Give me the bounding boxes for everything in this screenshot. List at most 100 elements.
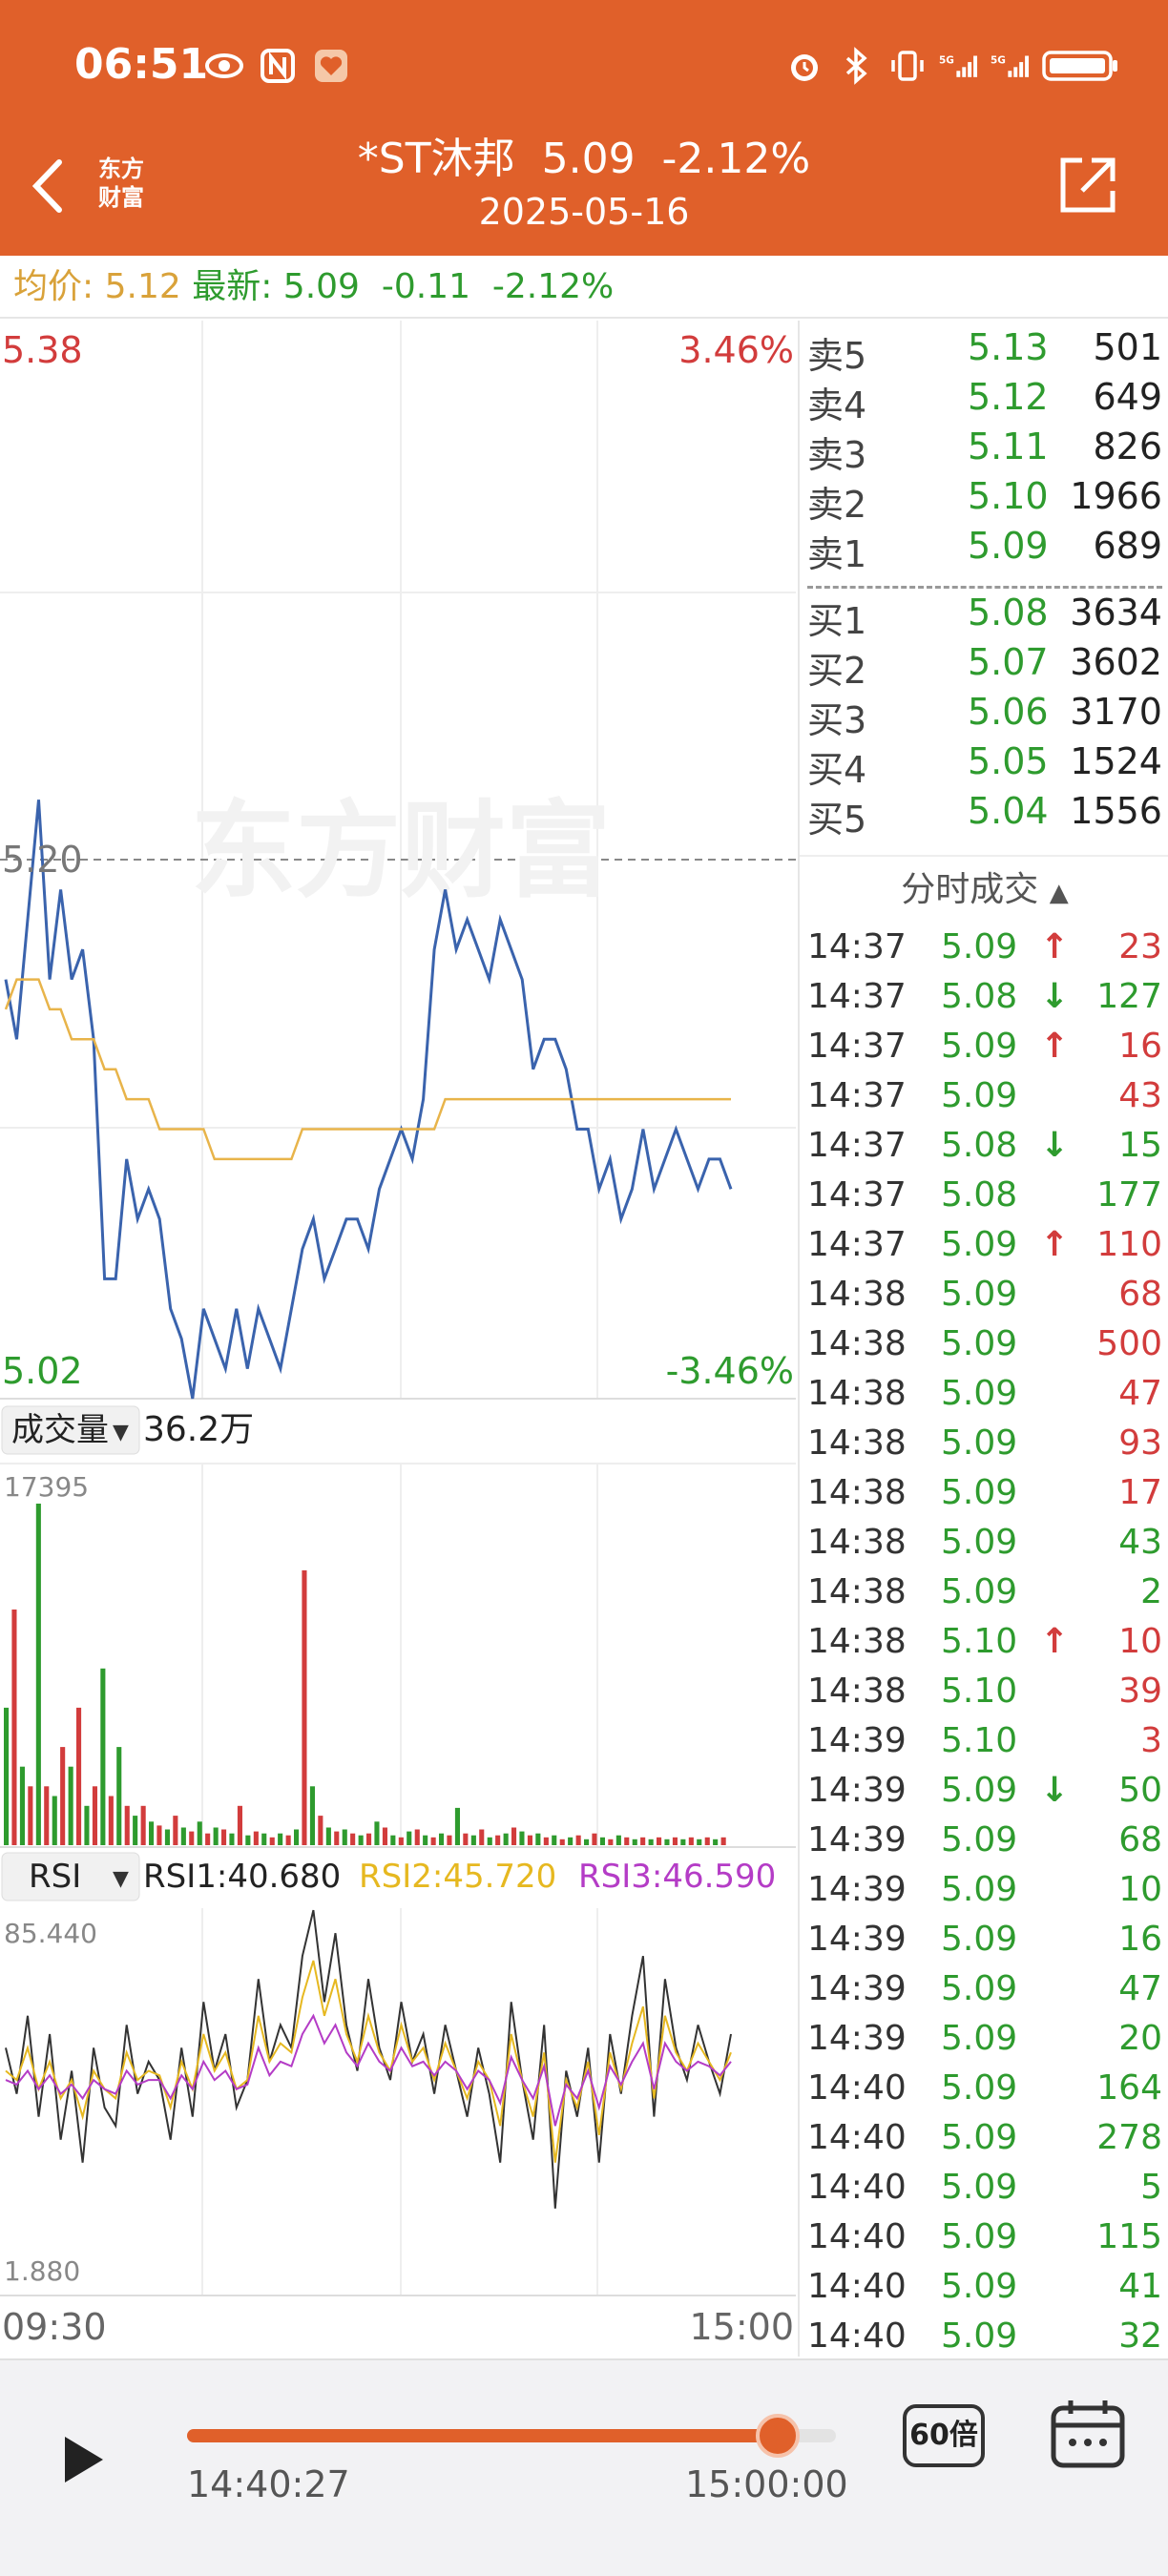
watermark-text: 东方财富 xyxy=(191,790,611,912)
volume-bar xyxy=(439,1833,445,1845)
order-vol: 1556 xyxy=(1070,790,1162,832)
price-summary-bar: 均价: 5.12 最新: 5.09 -0.11 -2.12% xyxy=(0,256,1168,319)
tick-arrow: ↑ xyxy=(1040,1225,1070,1264)
volume-bar xyxy=(100,1668,106,1845)
volume-bar xyxy=(519,1831,525,1845)
tick-time: 14:39 xyxy=(807,2019,907,2058)
share-icon[interactable] xyxy=(1053,153,1120,219)
volume-bar xyxy=(68,1766,73,1845)
volume-bar xyxy=(568,1837,574,1845)
order-label: 卖3 xyxy=(807,434,867,476)
rsi-line-2 xyxy=(5,1960,732,2163)
calendar-icon[interactable] xyxy=(1050,2399,1126,2469)
rsi-min-label: 1.880 xyxy=(4,2255,80,2287)
eye-icon xyxy=(204,46,244,86)
speed-button[interactable]: 60倍 xyxy=(903,2404,985,2467)
bid-row: 买2 5.07 3602 xyxy=(800,641,1168,692)
volume-bar xyxy=(470,1835,476,1845)
tick-price: 5.08 xyxy=(941,977,1018,1016)
bid-row: 买3 5.06 3170 xyxy=(800,691,1168,741)
tick-row: 14:38 5.09 500 xyxy=(800,1324,1168,1374)
volume-bar xyxy=(229,1833,235,1845)
volume-bar xyxy=(309,1786,315,1845)
tick-price: 5.09 xyxy=(941,1920,1018,1959)
ask-row: 卖4 5.12 649 xyxy=(800,376,1168,426)
volume-bar xyxy=(640,1837,646,1845)
volume-bar xyxy=(318,1816,323,1845)
tick-price: 5.09 xyxy=(941,1027,1018,1066)
tick-time: 14:39 xyxy=(807,1920,907,1959)
order-price: 5.12 xyxy=(968,376,1049,418)
volume-bar xyxy=(672,1837,678,1845)
tick-price: 5.09 xyxy=(941,1870,1018,1909)
playback-end-time: 15:00:00 xyxy=(685,2463,848,2505)
tick-time: 14:39 xyxy=(807,1721,907,1760)
volume-bar xyxy=(156,1825,162,1845)
tick-time: 14:39 xyxy=(807,1820,907,1859)
avg-label: 均价: xyxy=(13,267,94,306)
tick-time: 14:37 xyxy=(807,1076,907,1115)
tick-price: 5.09 xyxy=(941,1969,1018,2008)
latest-value: 5.09 xyxy=(282,267,360,306)
ask-row: 卖1 5.09 689 xyxy=(800,525,1168,575)
order-price: 5.05 xyxy=(968,740,1049,782)
tick-vol: 164 xyxy=(1096,2068,1162,2108)
ticks-title: 分时成交 xyxy=(901,870,1039,909)
volume-bar xyxy=(213,1827,219,1845)
tick-list[interactable]: 分时成交 ▲ 14:37 5.09 ↑ 23 14:37 5.08 ↓ 127 14:37 5.0… xyxy=(798,855,1168,2357)
tick-price: 5.09 xyxy=(941,1473,1018,1512)
ticks-header[interactable]: 分时成交 ▲ xyxy=(800,855,1168,922)
tick-time: 14:37 xyxy=(807,1175,907,1215)
bid-row: 买5 5.04 1556 xyxy=(800,790,1168,841)
volume-bar xyxy=(358,1835,364,1845)
volume-bar xyxy=(124,1805,130,1845)
avg-value: 5.12 xyxy=(104,267,181,306)
tick-row: 14:39 5.09 68 xyxy=(800,1820,1168,1870)
volume-bar xyxy=(149,1821,155,1845)
volume-bar xyxy=(423,1835,428,1845)
playback-knob[interactable] xyxy=(755,2414,800,2458)
tick-price: 5.09 xyxy=(941,1572,1018,1611)
volume-bar xyxy=(52,1796,57,1845)
volume-bar xyxy=(35,1504,41,1845)
signal-5g-2-icon: 5G xyxy=(991,46,1031,86)
order-vol: 3602 xyxy=(1070,641,1162,683)
stock-title: *ST沐邦 5.09 -2.12% xyxy=(0,124,1168,185)
tick-price: 5.08 xyxy=(941,1175,1018,1215)
volume-bar xyxy=(11,1610,17,1845)
order-book-divider xyxy=(807,586,1162,589)
intraday-chart-area[interactable]: 东方财富 5.38 3.46% 5.20 5.02 -3.46% 成交量 ▼ 3… xyxy=(0,321,796,2357)
playback-current-time: 14:40:27 xyxy=(187,2463,350,2505)
tick-arrow: ↓ xyxy=(1040,1771,1070,1810)
volume-bar xyxy=(261,1833,267,1845)
back-icon[interactable] xyxy=(21,153,78,219)
tick-vol: 10 xyxy=(1118,1622,1162,1661)
volume-bar xyxy=(221,1829,227,1845)
tick-row: 14:40 5.09 164 xyxy=(800,2068,1168,2118)
volume-bar xyxy=(503,1833,509,1845)
play-icon[interactable] xyxy=(55,2433,109,2486)
prev-close-label: 5.20 xyxy=(2,839,83,881)
tick-row: 14:39 5.10 3 xyxy=(800,1721,1168,1771)
tick-vol: 20 xyxy=(1118,2019,1162,2058)
volume-bar xyxy=(4,1707,10,1845)
price-low-label: 5.02 xyxy=(2,1350,83,1392)
pct-low-label: -3.46% xyxy=(666,1350,794,1392)
volume-bar xyxy=(366,1833,372,1845)
order-label: 卖5 xyxy=(807,335,867,377)
intraday-chart-svg[interactable]: 东方财富 5.38 3.46% 5.20 5.02 -3.46% 成交量 ▼ 3… xyxy=(0,321,796,2357)
tick-price: 5.09 xyxy=(941,1423,1018,1463)
volume-selector-box xyxy=(1,1405,140,1455)
tick-row: 14:37 5.09 ↑ 110 xyxy=(800,1225,1168,1275)
tick-vol: 3 xyxy=(1140,1721,1162,1760)
rsi-line-3 xyxy=(5,2013,732,2127)
tick-price: 5.10 xyxy=(941,1721,1018,1760)
sort-up-icon[interactable]: ▲ xyxy=(1049,879,1069,907)
tick-vol: 5 xyxy=(1140,2168,1162,2207)
volume-bar xyxy=(615,1835,621,1845)
svg-text:5G: 5G xyxy=(939,54,954,66)
logo-line-2: 财富 xyxy=(98,184,144,211)
signal-5g-1-icon: 5G xyxy=(939,46,979,86)
playback-slider[interactable] xyxy=(187,2414,836,2458)
rsi2-value: RSI2:45.720 xyxy=(359,1858,556,1896)
